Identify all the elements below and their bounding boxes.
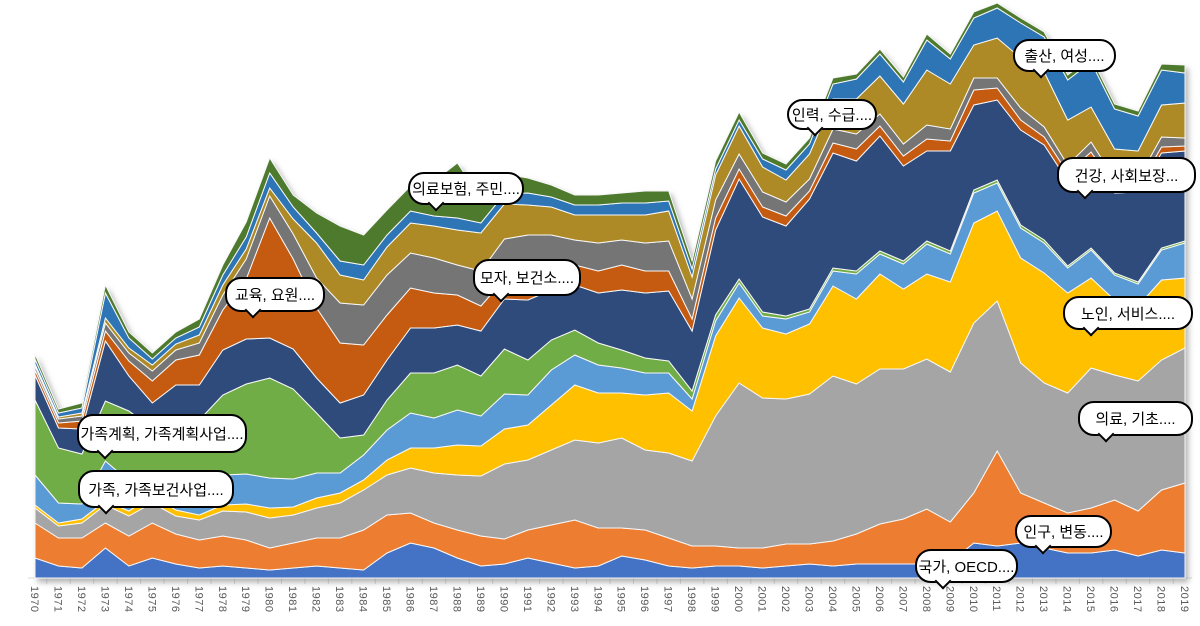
x-axis-label: 1976 [168,586,181,613]
callout-label: 가족, 가족보건사업.... [88,481,224,499]
callout-label: 교육, 요원.... [234,287,316,304]
x-axis-label: 1987 [426,586,439,613]
x-axis-label: 1985 [380,586,393,613]
x-axis-label: 2014 [1060,586,1073,613]
x-axis-label: 1988 [450,586,463,613]
callout-label: 모자, 보건소.... [479,270,574,287]
series-callout-1[interactable]: 출산, 여성.... [1013,39,1116,79]
x-axis-label: 2019 [1178,586,1190,613]
x-axis-label: 2005 [849,586,862,613]
series-callout-11[interactable]: 인구, 변동.... [1015,515,1112,555]
x-axis-label: 1971 [51,586,64,613]
x-axis-label: 2015 [1084,586,1097,613]
x-axis-label: 1997 [661,586,674,613]
series-callout-8[interactable]: 의료, 기초.... [1078,401,1193,443]
series-callout-5[interactable]: 모자, 보건소.... [473,259,581,303]
callout-label: 가족계획, 가족계획사업.... [80,426,244,443]
x-axis-label: 1998 [685,586,698,613]
series-callout-10[interactable]: 가족, 가족보건사업.... [78,470,234,515]
series-callout-7[interactable]: 교육, 요원.... [225,277,325,319]
x-axis-label: 1990 [497,586,510,613]
x-axis-label: 1986 [403,586,416,613]
x-axis-label: 2011 [990,586,1003,612]
x-axis-label: 2004 [825,586,838,613]
callout-label: 인력, 수급.... [791,107,873,124]
series-callout-4[interactable]: 의료보험, 주민.... [408,172,524,212]
x-axis-label: 2003 [802,586,815,613]
callout-label: 출산, 여성.... [1024,48,1105,65]
x-axis-label: 1999 [708,586,721,613]
x-axis-label: 1994 [591,586,604,613]
x-axis-label: 1981 [286,586,299,613]
series-callout-2[interactable]: 인력, 수급.... [787,99,877,137]
x-axis-label: 1991 [520,586,533,613]
callout-label: 의료, 기초.... [1095,411,1176,428]
callout-label: 국가, OECD.... [918,558,1015,576]
callout-label: 의료보험, 주민.... [412,181,520,198]
series-callout-3[interactable]: 건강, 사회보장... [1057,157,1196,200]
x-axis-label: 2010 [966,586,979,613]
x-axis-label: 1972 [74,586,87,613]
x-axis-label: 1993 [567,586,580,613]
series-callout-12[interactable]: 국가, OECD.... [915,549,1018,590]
series-area-12[interactable] [34,2,1186,414]
x-axis-label: 1977 [192,586,205,613]
x-axis-label: 2012 [1013,586,1026,613]
x-axis-label: 2009 [943,586,956,613]
x-axis-label: 1992 [544,586,557,613]
x-axis-label: 2017 [1131,586,1144,613]
x-axis-label: 1983 [333,586,346,613]
x-axis-label: 2006 [872,586,885,613]
x-axis-label: 2013 [1037,586,1050,613]
x-axis-label: 2018 [1154,586,1167,613]
x-axis-label: 1970 [28,586,40,613]
x-axis-label: 1995 [614,586,627,613]
x-axis-label: 1996 [638,586,651,613]
x-axis-label: 1978 [215,586,228,613]
x-axis-label: 2001 [755,586,768,613]
series-callout-6[interactable]: 노인, 서비스.... [1063,296,1193,337]
x-axis-label: 1975 [145,586,158,613]
x-axis-label: 1982 [309,586,322,613]
series-callout-9[interactable]: 가족계획, 가족계획사업.... [77,414,247,460]
x-axis-label: 2008 [919,586,932,613]
x-axis-label: 1979 [239,586,252,613]
callout-label: 인구, 변동.... [1023,524,1104,541]
x-axis-label: 1974 [121,586,134,613]
x-axis-label: 2007 [896,586,909,613]
callout-label: 노인, 서비스.... [1080,305,1175,323]
x-axis-label: 2002 [779,586,792,613]
x-axis-label: 1973 [98,586,111,613]
x-axis-label: 1984 [356,586,369,613]
x-axis-label: 1989 [473,586,486,613]
x-axis-label: 2016 [1107,586,1120,613]
x-axis-label: 2000 [732,586,745,613]
callout-label: 건강, 사회보장... [1074,167,1179,185]
x-axis-label: 1980 [262,586,275,613]
